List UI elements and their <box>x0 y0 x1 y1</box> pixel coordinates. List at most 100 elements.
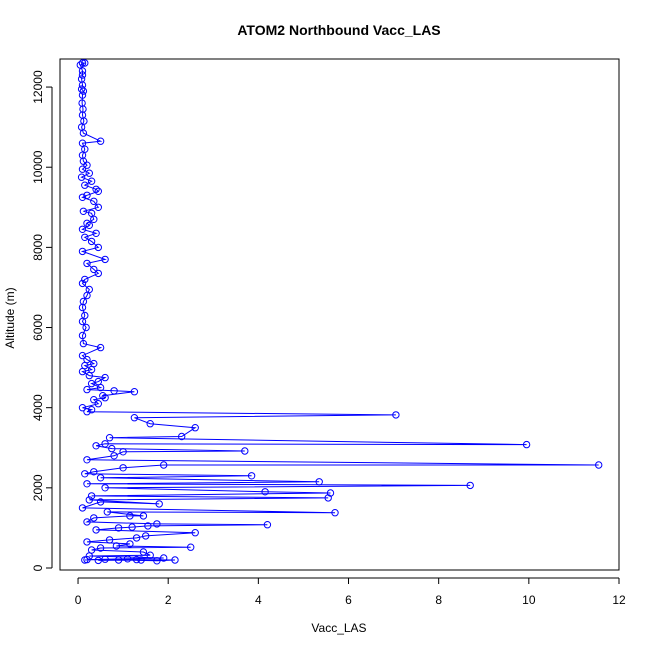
data-point <box>79 339 88 348</box>
data-point <box>85 169 94 177</box>
x-axis: 0 2 4 6 8 10 12 <box>75 577 626 607</box>
data-point <box>130 414 139 422</box>
data-point <box>83 219 91 228</box>
data-point <box>99 392 107 400</box>
data-point <box>101 555 109 563</box>
data-point <box>123 555 132 563</box>
data-point <box>119 448 127 456</box>
data-point <box>110 387 118 395</box>
data-point <box>90 468 98 476</box>
data-point <box>79 207 88 216</box>
data-point <box>94 269 103 278</box>
data-point <box>112 542 121 550</box>
data-point <box>78 504 87 512</box>
data-point <box>83 456 91 464</box>
data-point <box>78 193 87 202</box>
data-point <box>90 215 98 224</box>
plot-frame <box>59 58 620 571</box>
data-point <box>83 191 91 200</box>
data-point <box>105 536 114 544</box>
data-point <box>85 221 94 230</box>
data-point <box>241 447 249 455</box>
x-tick-label: 12 <box>612 593 626 607</box>
data-point <box>132 534 141 542</box>
data-point <box>92 526 100 534</box>
data-point <box>331 509 339 517</box>
data-point <box>114 556 123 564</box>
x-tick-label: 0 <box>75 593 82 607</box>
y-tick-label: 12000 <box>31 70 45 104</box>
data-point <box>110 452 118 460</box>
data-point <box>128 523 136 531</box>
data-point <box>130 388 139 396</box>
data-point <box>187 543 195 551</box>
data-point <box>83 518 91 526</box>
data-point <box>101 484 109 492</box>
x-tick-label: 8 <box>435 593 442 607</box>
data-point <box>94 203 103 212</box>
data-point <box>79 87 88 95</box>
data-point <box>83 408 91 416</box>
data-point <box>146 420 154 428</box>
data-point <box>101 373 109 382</box>
data-point <box>78 279 87 288</box>
data-point <box>139 548 148 556</box>
data-point <box>81 59 89 67</box>
data-point <box>137 556 145 564</box>
data-point <box>96 343 105 352</box>
data-point <box>595 461 603 469</box>
data-point <box>83 385 91 394</box>
data-point <box>263 521 272 529</box>
data-point <box>101 440 109 448</box>
data-point <box>522 440 531 449</box>
data-point <box>261 488 269 496</box>
data-point <box>78 67 87 75</box>
data-point <box>153 557 161 565</box>
data-point <box>81 275 89 284</box>
x-tick-label: 2 <box>165 593 172 607</box>
x-tick-label: 4 <box>255 593 262 607</box>
data-point <box>90 396 98 404</box>
data-point <box>78 71 87 79</box>
data-point <box>81 470 89 478</box>
data-point <box>83 480 91 488</box>
series-line <box>79 62 599 562</box>
data-point <box>96 498 105 506</box>
data-point <box>155 500 163 508</box>
data-point <box>171 556 179 564</box>
data-point <box>114 524 123 532</box>
x-axis-label: Vacc_LAS <box>311 621 366 635</box>
x-tick-label: 10 <box>522 593 536 607</box>
data-point <box>94 556 103 565</box>
data-point <box>153 520 161 528</box>
data-point <box>77 173 86 181</box>
data-point <box>83 259 91 268</box>
data-point <box>108 444 116 453</box>
data-point <box>126 512 134 520</box>
data-point <box>85 552 94 560</box>
data-point <box>78 404 87 412</box>
data-point <box>81 233 89 242</box>
data-point <box>126 540 134 548</box>
data-point <box>83 291 91 300</box>
data-point <box>85 371 94 380</box>
data-point <box>101 255 109 264</box>
data-point <box>78 317 87 326</box>
y-tick-label: 6000 <box>31 314 45 341</box>
data-point <box>178 432 186 441</box>
y-tick-label: 2000 <box>31 474 45 501</box>
data-point <box>96 383 105 392</box>
plot-area <box>76 59 603 565</box>
data-point <box>94 243 103 252</box>
data-point <box>87 379 96 388</box>
data-point <box>90 197 98 206</box>
chart-title: ATOM2 Northbound Vacc_LAS <box>237 22 440 38</box>
data-point <box>83 538 91 546</box>
data-point <box>160 554 168 562</box>
y-axis: 0 2000 4000 6000 8000 10000 12000 <box>31 70 53 571</box>
data-point <box>78 367 87 376</box>
data-point <box>101 394 109 402</box>
data-point <box>160 461 168 469</box>
data-point <box>78 91 87 99</box>
